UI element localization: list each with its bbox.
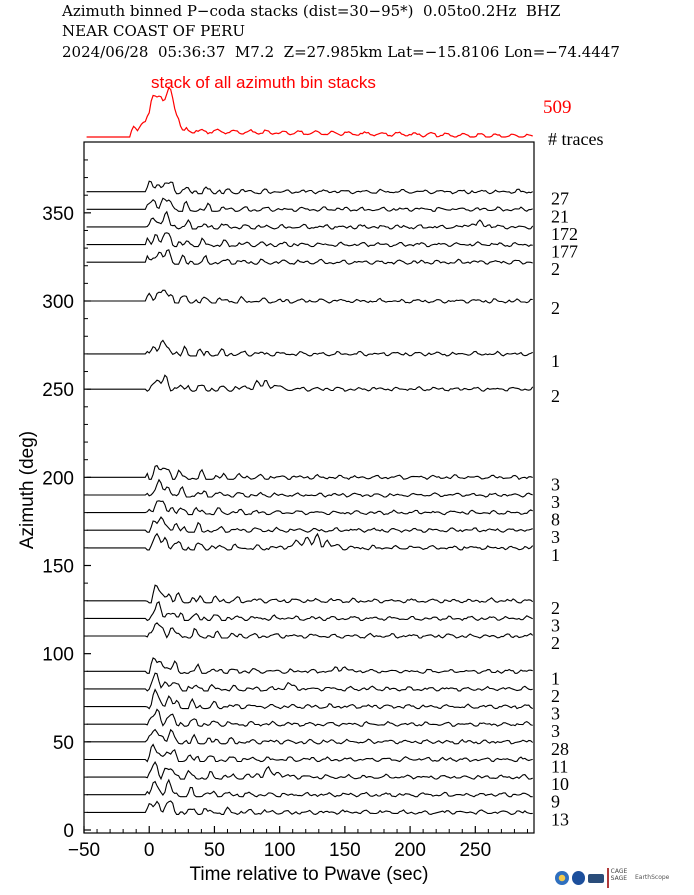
- trace-az-352: [86, 197, 533, 212]
- y-tick-label: 50: [53, 733, 74, 754]
- trace-count-label: 3: [551, 615, 560, 635]
- x-tick-label: 0: [144, 840, 155, 861]
- earthscope-logo: EarthScope: [635, 874, 670, 881]
- trace-az-180: [86, 500, 533, 516]
- trace-count-label: 2: [551, 633, 560, 653]
- y-tick-label: 100: [42, 645, 74, 666]
- trace-az-110: [86, 622, 534, 639]
- trace-count-label: 1: [551, 545, 560, 565]
- trace-az-40: [86, 743, 533, 763]
- trace-count-label: 3: [551, 527, 560, 547]
- trace-count-label: 3: [551, 704, 560, 724]
- trace-az-70: [86, 688, 533, 710]
- usgs-logo: [588, 873, 604, 883]
- trace-count-label: 8: [551, 510, 560, 530]
- trace-az-160: [86, 532, 534, 551]
- stack-trace-line: [86, 86, 533, 138]
- trace-az-120: [86, 601, 533, 622]
- trace-az-322: [86, 249, 533, 265]
- trace-count-label: 2: [551, 259, 560, 279]
- trace-az-20: [86, 778, 533, 798]
- y-tick-label: 200: [42, 468, 74, 489]
- trace-az-80: [86, 672, 533, 692]
- nsf-logo: [555, 871, 569, 885]
- y-tick-label: 0: [63, 821, 74, 842]
- y-tick-label: 250: [42, 380, 74, 401]
- trace-az-30: [86, 760, 533, 781]
- trace-az-300: [86, 289, 533, 304]
- trace-count-label: 11: [551, 757, 568, 777]
- x-tick-label: 200: [394, 840, 426, 861]
- y-axis-label: Azimuth (deg): [17, 431, 38, 549]
- trace-count-label: 2: [551, 598, 560, 618]
- plot-border: [83, 141, 535, 834]
- trace-az-50: [86, 728, 534, 745]
- event-region: NEAR COAST OF PERU: [62, 22, 246, 40]
- y-tick-label: 350: [42, 204, 74, 225]
- x-tick-label: 100: [264, 840, 296, 861]
- chart-title: Azimuth binned P−coda stacks (dist=30−95…: [62, 2, 561, 20]
- logo-strip: CAGE SAGE EarthScope: [555, 866, 670, 890]
- trace-count-label: 27: [551, 189, 569, 209]
- x-tick-label: −50: [68, 840, 100, 861]
- x-axis-label: Time relative to Pwave (sec): [190, 864, 429, 885]
- trace-count-label: 10: [551, 774, 569, 794]
- trace-count-label: 1: [551, 351, 560, 371]
- event-info: 2024/06/28 05:36:37 M7.2 Z=27.985km Lat=…: [62, 43, 620, 61]
- noaa-logo: [571, 871, 586, 885]
- plot-frame: [83, 141, 535, 834]
- stack-panel: stack of all azimuth bin stacks 509 # trac…: [86, 73, 603, 149]
- trace-az-190: [86, 478, 533, 498]
- trace-az-362: [86, 180, 533, 195]
- trace-az-130: [86, 584, 534, 604]
- x-tick-label: 250: [459, 840, 491, 861]
- trace-az-90: [86, 657, 533, 674]
- y-tick-label: 300: [42, 292, 74, 313]
- trace-count-label: 172: [551, 224, 578, 244]
- trace-az-332: [86, 232, 533, 248]
- cage-sage-logo: CAGE SAGE: [606, 868, 632, 888]
- trace-count-label: 3: [551, 721, 560, 741]
- x-tick-label: 50: [204, 840, 225, 861]
- trace-count-label: 2: [551, 298, 560, 318]
- stack-label: stack of all azimuth bin stacks: [151, 73, 376, 92]
- trace-count-label: 21: [551, 206, 569, 226]
- trace-count-label: 28: [551, 739, 569, 759]
- trace-count-label: 2: [551, 386, 560, 406]
- traces-header: # traces: [548, 129, 603, 149]
- trace-count-label: 3: [551, 474, 560, 494]
- stack-total-traces: 509: [543, 97, 572, 118]
- trace-count-label: 177: [551, 242, 578, 262]
- y-tick-label: 150: [42, 557, 74, 578]
- trace-count-label: 13: [551, 809, 569, 829]
- trace-az-342: [86, 210, 534, 230]
- trace-az-10: [86, 800, 533, 816]
- x-tick-label: 150: [329, 840, 361, 861]
- trace-count-label: 1: [551, 668, 560, 688]
- trace-az-170: [86, 516, 533, 533]
- trace-az-200: [86, 464, 533, 481]
- trace-az-250: [86, 374, 534, 392]
- trace-count-label: 3: [551, 492, 560, 512]
- trace-count-label: 9: [551, 792, 560, 812]
- trace-az-270: [86, 339, 533, 357]
- trace-az-60: [86, 708, 533, 727]
- trace-count-label: 2: [551, 686, 560, 706]
